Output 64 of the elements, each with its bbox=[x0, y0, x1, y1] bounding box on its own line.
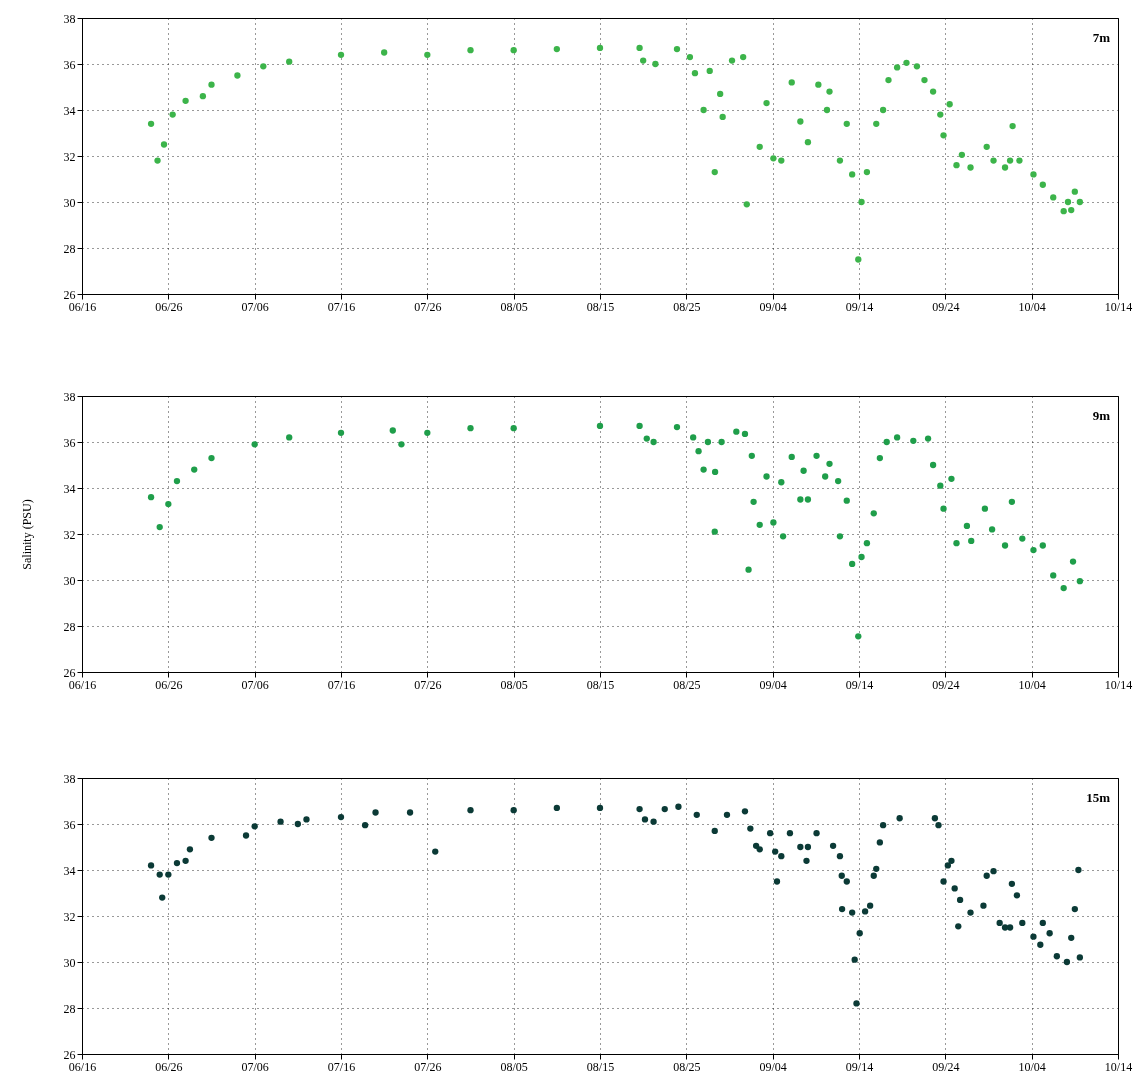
annotation: 7m bbox=[1092, 30, 1111, 45]
x-tick-label: 08/15 bbox=[586, 1059, 615, 1074]
x-tick-label: 08/05 bbox=[500, 1059, 528, 1074]
y-tick-label: 36 bbox=[63, 435, 76, 450]
y-tick-label: 38 bbox=[63, 11, 76, 26]
y-tick-label: 38 bbox=[63, 771, 76, 786]
x-tick-label: 09/04 bbox=[759, 299, 787, 314]
y-tick-label: 30 bbox=[63, 955, 76, 970]
y-tick-label: 28 bbox=[63, 1001, 76, 1016]
x-tick-label: 08/15 bbox=[586, 677, 615, 692]
y-tick-label: 34 bbox=[63, 863, 76, 878]
x-tick-label: 06/26 bbox=[155, 299, 183, 314]
y-tick-label: 30 bbox=[63, 573, 76, 588]
x-tick-label: 07/26 bbox=[414, 1059, 442, 1074]
x-tick-label: 07/06 bbox=[241, 299, 269, 314]
x-tick-label: 08/05 bbox=[500, 677, 528, 692]
x-tick-label: 10/04 bbox=[1018, 1059, 1046, 1074]
x-tick-label: 09/24 bbox=[932, 677, 960, 692]
x-tick-label: 08/05 bbox=[500, 299, 528, 314]
y-axis-title: Salinity (PSU) bbox=[19, 499, 34, 570]
x-tick-label: 06/26 bbox=[155, 677, 183, 692]
x-tick-label: 08/25 bbox=[673, 677, 701, 692]
x-tick-label: 09/14 bbox=[845, 677, 874, 692]
y-tick-label: 34 bbox=[63, 103, 76, 118]
annotation: 15m bbox=[1086, 790, 1111, 805]
y-tick-label: 28 bbox=[63, 241, 76, 256]
x-tick-label: 10/14 bbox=[1104, 299, 1133, 314]
x-tick-label: 06/26 bbox=[155, 1059, 183, 1074]
y-tick-label: 26 bbox=[63, 287, 76, 302]
y-tick-label: 38 bbox=[63, 389, 76, 404]
y-tick-label: 34 bbox=[63, 481, 76, 496]
x-tick-label: 09/04 bbox=[759, 677, 787, 692]
x-tick-label: 07/26 bbox=[414, 299, 442, 314]
x-tick-label: 10/14 bbox=[1104, 677, 1133, 692]
x-tick-label: 07/26 bbox=[414, 677, 442, 692]
x-tick-label: 07/16 bbox=[327, 1059, 356, 1074]
x-tick-label: 10/14 bbox=[1104, 1059, 1133, 1074]
y-tick-label: 32 bbox=[63, 149, 76, 164]
x-tick-label: 06/16 bbox=[68, 299, 97, 314]
x-tick-label: 07/16 bbox=[327, 299, 356, 314]
x-tick-label: 09/24 bbox=[932, 1059, 960, 1074]
x-tick-label: 08/25 bbox=[673, 299, 701, 314]
x-tick-label: 06/16 bbox=[68, 1059, 97, 1074]
x-tick-label: 06/16 bbox=[68, 677, 97, 692]
x-tick-label: 07/06 bbox=[241, 1059, 269, 1074]
y-tick-label: 36 bbox=[63, 57, 76, 72]
y-tick-label: 32 bbox=[63, 527, 76, 542]
x-tick-label: 10/04 bbox=[1018, 677, 1046, 692]
y-tick-label: 26 bbox=[63, 1047, 76, 1062]
x-tick-label: 10/04 bbox=[1018, 299, 1046, 314]
x-tick-label: 08/25 bbox=[673, 1059, 701, 1074]
annotation: 9m bbox=[1092, 408, 1111, 423]
x-tick-label: 09/14 bbox=[845, 299, 874, 314]
y-tick-label: 26 bbox=[63, 665, 76, 680]
y-tick-label: 36 bbox=[63, 817, 76, 832]
x-tick-label: 07/06 bbox=[241, 677, 269, 692]
x-tick-label: 08/15 bbox=[586, 299, 615, 314]
y-tick-label: 30 bbox=[63, 195, 76, 210]
y-tick-label: 32 bbox=[63, 909, 76, 924]
x-tick-label: 07/16 bbox=[327, 677, 356, 692]
x-tick-label: 09/14 bbox=[845, 1059, 874, 1074]
x-tick-label: 09/04 bbox=[759, 1059, 787, 1074]
x-tick-label: 09/24 bbox=[932, 299, 960, 314]
y-tick-label: 28 bbox=[63, 619, 76, 634]
